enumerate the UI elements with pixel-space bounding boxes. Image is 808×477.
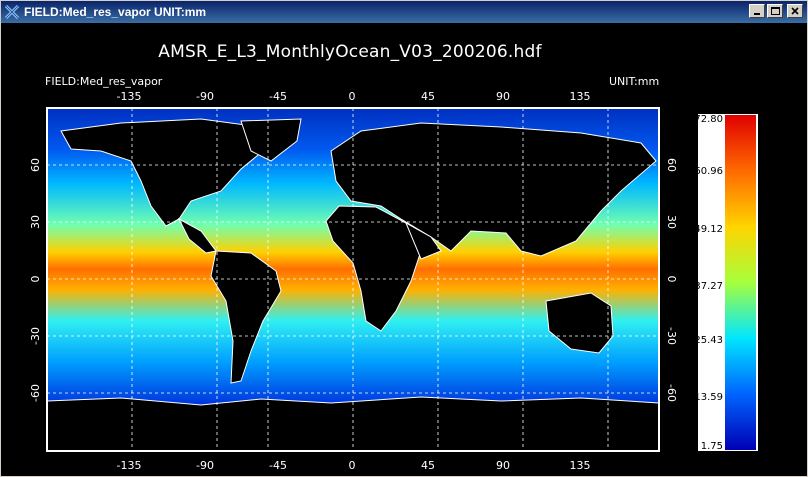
left-lat-tick: 0 xyxy=(29,276,42,283)
left-lat-tick: -60 xyxy=(29,384,42,402)
colorbar-label: 37.27 xyxy=(694,281,723,292)
bottom-lon-axis: -135 -90 -45 0 45 90 135 xyxy=(117,459,591,472)
top-lon-axis: -135 -90 -45 0 45 90 135 xyxy=(117,90,591,103)
right-lat-axis: 60 30 0 -30 -60 xyxy=(665,158,678,402)
idl-x-icon xyxy=(4,4,20,20)
australia xyxy=(545,292,614,354)
right-lat-tick: -30 xyxy=(665,327,678,345)
colorbar-label: 72.80 xyxy=(694,114,723,125)
plot-title: AMSR_E_L3_MonthlyOcean_V03_200206.hdf xyxy=(158,42,542,62)
left-lat-tick: 30 xyxy=(29,215,42,229)
map-area xyxy=(46,107,660,452)
top-lon-tick: 135 xyxy=(570,90,591,103)
central-america xyxy=(177,217,217,254)
bottom-lon-tick: 0 xyxy=(349,459,356,472)
colorbar-scale xyxy=(725,115,756,450)
bottom-lon-tick: -135 xyxy=(117,459,142,472)
colorbar-label: 60.96 xyxy=(694,166,723,177)
maximize-button[interactable] xyxy=(767,4,783,18)
right-lat-tick: 60 xyxy=(665,158,678,172)
continents xyxy=(46,118,660,452)
top-lon-tick: 45 xyxy=(421,90,435,103)
title-bar[interactable]: FIELD:Med_res_vapor UNIT:mm xyxy=(1,1,807,23)
antarctica xyxy=(46,396,660,452)
graticule xyxy=(47,108,659,451)
top-lon-tick: -90 xyxy=(196,90,214,103)
bottom-lon-tick: 90 xyxy=(496,459,510,472)
window-title: FIELD:Med_res_vapor UNIT:mm xyxy=(24,5,207,19)
close-icon xyxy=(791,7,799,15)
left-lat-tick: 60 xyxy=(29,158,42,172)
unit-label: UNIT:mm xyxy=(609,75,660,88)
bottom-lon-tick: -90 xyxy=(196,459,214,472)
right-lat-tick: 30 xyxy=(665,215,678,229)
colorbar-label: 1.75 xyxy=(701,441,723,452)
greenland xyxy=(240,118,302,162)
colorbar-label: 13.59 xyxy=(694,392,723,403)
bottom-lon-tick: -45 xyxy=(269,459,287,472)
colorbar-label: 25.43 xyxy=(694,335,723,346)
minimize-icon xyxy=(754,13,760,15)
bottom-lon-tick: 45 xyxy=(421,459,435,472)
right-lat-tick: 0 xyxy=(665,276,678,283)
eurasia xyxy=(330,122,657,257)
left-lat-axis: 60 30 0 -30 -60 xyxy=(29,158,42,402)
minimize-button[interactable] xyxy=(749,4,765,18)
left-lat-tick: -30 xyxy=(29,327,42,345)
top-lon-tick: -135 xyxy=(117,90,142,103)
top-lon-tick: -45 xyxy=(269,90,287,103)
right-lat-tick: -60 xyxy=(665,384,678,402)
maximize-icon xyxy=(770,7,780,15)
top-lon-tick: 0 xyxy=(349,90,356,103)
bottom-lon-tick: 135 xyxy=(570,459,591,472)
colorbar: 72.80 60.96 49.12 37.27 25.43 13.59 1.75 xyxy=(694,114,758,452)
field-label: FIELD:Med_res_vapor xyxy=(45,75,163,88)
close-button[interactable] xyxy=(787,4,803,18)
top-lon-tick: 90 xyxy=(496,90,510,103)
north-america xyxy=(60,118,264,227)
colorbar-label: 49.12 xyxy=(694,224,723,235)
arabia xyxy=(404,221,442,260)
south-america xyxy=(210,250,282,384)
